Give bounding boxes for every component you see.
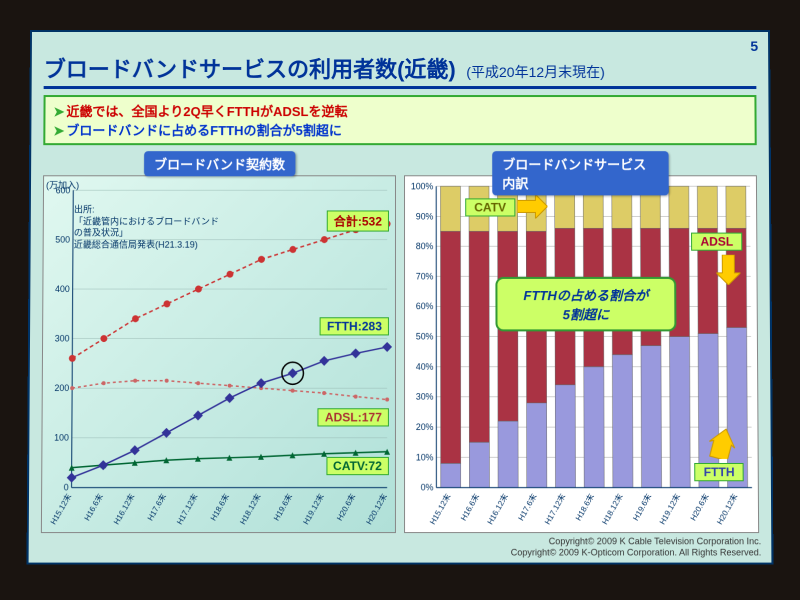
- svg-text:50%: 50%: [416, 331, 434, 341]
- svg-text:H17.6末: H17.6末: [516, 491, 539, 522]
- source-l4: 近畿総合通信局発表(H21.3.19): [74, 240, 219, 252]
- svg-text:H17.12末: H17.12末: [174, 491, 199, 526]
- label-catv: CATV:72: [326, 457, 389, 475]
- label-catv-bar: CATV: [465, 198, 515, 216]
- right-chart-area: 0% 10% 20% 30% 40% 50% 60% 70% 80% 90% 100% H15.12末…: [404, 175, 759, 533]
- charts-row: ブロードバンド契約数 (万加入) 出所: 「近畿管内におけるブロードバンド の普…: [41, 151, 759, 533]
- arrow-adsl-icon: [716, 255, 740, 285]
- copyright: Copyright© 2009 K Cable Television Corpo…: [511, 537, 762, 559]
- svg-text:H16.6末: H16.6末: [458, 491, 481, 522]
- svg-text:H15.12末: H15.12末: [427, 491, 452, 526]
- svg-text:H20.12末: H20.12末: [364, 491, 389, 526]
- svg-text:H16.6末: H16.6末: [82, 491, 105, 522]
- right-chart-panel: ブロードバンドサービス内訳 0% 10% 20% 30% 40% 50% 60% 70% 80%…: [404, 151, 759, 533]
- svg-text:400: 400: [55, 284, 70, 294]
- source-l2: 「近畿管内におけるブロードバンド: [74, 216, 219, 228]
- svg-text:100%: 100%: [411, 181, 434, 191]
- svg-text:H18.6末: H18.6末: [573, 491, 596, 522]
- svg-text:H17.6末: H17.6末: [145, 491, 168, 522]
- svg-text:90%: 90%: [416, 211, 434, 221]
- svg-text:0%: 0%: [421, 482, 434, 492]
- label-adsl: ADSL:177: [318, 408, 389, 426]
- left-chart-area: (万加入) 出所: 「近畿管内におけるブロードバンド の普及状況」 近畿総合通信…: [41, 175, 396, 533]
- arrow-catv-icon: [517, 194, 547, 218]
- left-chart-panel: ブロードバンド契約数 (万加入) 出所: 「近畿管内におけるブロードバンド の普…: [41, 151, 396, 533]
- label-ftth: FTTH:283: [320, 317, 389, 335]
- svg-text:H17.12末: H17.12末: [542, 491, 567, 526]
- svg-text:H20.12末: H20.12末: [714, 491, 739, 526]
- source-l3: の普及状況」: [74, 228, 219, 240]
- copyright-l2: Copyright© 2009 K-Opticom Corporation. A…: [511, 548, 762, 559]
- chart-source: 出所: 「近畿管内におけるブロードバンド の普及状況」 近畿総合通信局発表(H2…: [74, 204, 219, 251]
- svg-text:30%: 30%: [416, 392, 434, 402]
- title-main: ブロードバンドサービスの利用者数(近畿): [44, 57, 456, 82]
- svg-text:10%: 10%: [416, 452, 434, 462]
- svg-text:H19.6末: H19.6末: [271, 491, 294, 522]
- callout-ftth: FTTHの占める割合が5割超に: [495, 277, 676, 331]
- svg-text:H18.6末: H18.6末: [208, 491, 231, 522]
- svg-text:H19.12末: H19.12末: [300, 491, 325, 526]
- svg-text:300: 300: [55, 333, 70, 343]
- bullet-icon: ➤: [53, 104, 64, 119]
- svg-text:80%: 80%: [416, 241, 434, 251]
- right-chart-title: ブロードバンドサービス内訳: [492, 151, 669, 195]
- title-sub: (平成20年12月末現在): [466, 64, 605, 80]
- y-axis-unit: (万加入): [46, 178, 79, 191]
- slide: 5 ブロードバンドサービスの利用者数(近畿) (平成20年12月末現在) ➤近畿…: [27, 30, 774, 565]
- callout-text: FTTHの占める割合が5割超に: [523, 288, 648, 322]
- svg-text:H19.6末: H19.6末: [630, 491, 653, 522]
- highlight-line1: 近畿では、全国より2Q早くFTTHがADSLを逆転: [66, 104, 347, 119]
- label-ftth-bar: FTTH: [695, 463, 744, 481]
- highlight-line2: ブロードバンドに占めるFTTHの割合が5割超に: [66, 123, 342, 138]
- svg-text:H18.12末: H18.12末: [237, 491, 262, 526]
- svg-text:H15.12末: H15.12末: [48, 491, 73, 526]
- title-bar: ブロードバンドサービスの利用者数(近畿) (平成20年12月末現在): [44, 52, 757, 89]
- label-adsl-bar: ADSL: [691, 233, 742, 251]
- svg-text:H19.12末: H19.12末: [657, 491, 682, 526]
- svg-text:200: 200: [55, 383, 70, 393]
- copyright-l1: Copyright© 2009 K Cable Television Corpo…: [511, 537, 762, 548]
- svg-text:500: 500: [55, 234, 70, 244]
- svg-text:70%: 70%: [416, 271, 434, 281]
- svg-text:H16.12末: H16.12末: [485, 491, 510, 526]
- source-l1: 出所:: [74, 204, 219, 216]
- label-total: 合計:532: [327, 210, 389, 231]
- bullet-icon: ➤: [53, 123, 64, 138]
- svg-text:H18.12末: H18.12末: [600, 491, 625, 526]
- svg-text:40%: 40%: [416, 362, 434, 372]
- svg-text:0: 0: [64, 482, 69, 492]
- svg-text:60%: 60%: [416, 301, 434, 311]
- svg-text:H20.6末: H20.6末: [688, 491, 711, 522]
- arrow-ftth-icon: [709, 429, 735, 459]
- svg-text:20%: 20%: [416, 422, 434, 432]
- left-chart-title: ブロードバンド契約数: [144, 151, 295, 176]
- svg-text:H16.12末: H16.12末: [111, 491, 136, 526]
- svg-text:H20.6末: H20.6末: [334, 491, 357, 522]
- svg-text:100: 100: [54, 433, 69, 443]
- highlight-box: ➤近畿では、全国より2Q早くFTTHがADSLを逆転 ➤ブロードバンドに占めるF…: [43, 95, 756, 145]
- page-number: 5: [750, 38, 758, 54]
